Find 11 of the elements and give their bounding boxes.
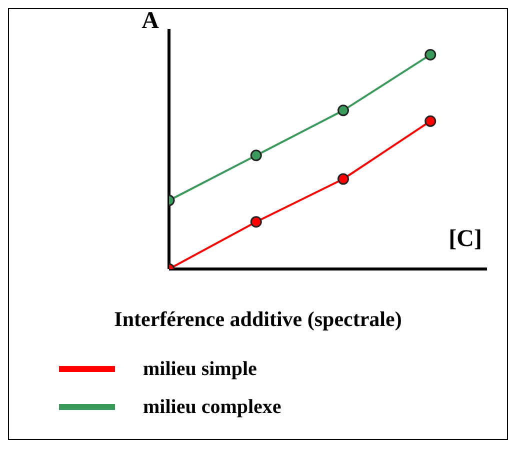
point: [424, 48, 436, 60]
x-axis-title: [C]: [448, 226, 482, 252]
point: [424, 115, 436, 127]
point: [250, 216, 262, 228]
point: [337, 104, 349, 116]
legend-label: milieu simple: [143, 358, 257, 380]
point: [250, 150, 262, 162]
point: [337, 173, 349, 185]
legend-label: milieu complexe: [143, 396, 282, 418]
y-axis-title: A: [142, 8, 160, 34]
text: Interférence additive (spectrale): [113, 307, 403, 332]
